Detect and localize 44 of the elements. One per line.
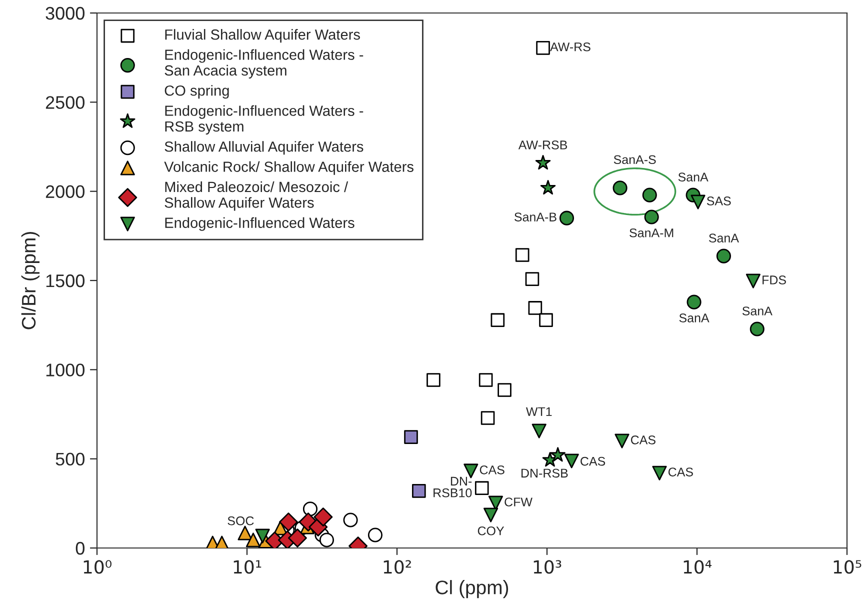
y-tick-label: 500 <box>56 452 84 466</box>
x-tick-label: 10³ <box>534 560 562 574</box>
legend-label: Endogenic-Influenced Waters - RSB system <box>165 105 364 135</box>
annotation: DN- RSB10 <box>434 476 472 498</box>
x-tick-label: 10⁴ <box>684 560 712 574</box>
y-tick-label: 2000 <box>46 185 84 198</box>
annotation: SanA-B <box>514 212 556 222</box>
x-tick-label: 10⁰ <box>84 560 112 574</box>
y-axis-title: Cl/Br (ppm) <box>21 232 40 330</box>
y-tick-label: 2500 <box>46 96 84 109</box>
legend-label: Mixed Paleozoic/ Mesozoic / Shallow Aquifer Waters <box>164 181 348 211</box>
x-tick-label: 10⁵ <box>834 560 862 574</box>
annotation: SAS <box>706 196 731 206</box>
legend-label: Shallow Alluvial Aquifer Waters <box>164 141 364 155</box>
annotation: SanA-M <box>630 228 674 238</box>
x-tick-label: 10² <box>384 560 411 574</box>
annotation: WT1 <box>526 407 552 416</box>
annotation: SanA <box>708 234 739 242</box>
x-tick-label: 10¹ <box>234 560 262 574</box>
annotation: SanA <box>679 314 710 322</box>
legend-label: Endogenic-Influenced Waters - San Acacia system <box>164 49 364 78</box>
annotation: COY <box>478 526 504 536</box>
y-tick-label: 1000 <box>46 364 84 376</box>
annotation: CAS <box>480 465 504 474</box>
annotation: DN-RSB <box>522 468 568 478</box>
legend-label: CO spring <box>164 85 229 99</box>
annotation: SanA <box>678 172 708 182</box>
annotation: SanA <box>742 306 772 316</box>
y-tick-label: 0 <box>76 542 84 555</box>
annotation: CFW <box>504 498 532 506</box>
legend-label: Fluvial Shallow Aquifer Waters <box>165 29 360 43</box>
annotation: CAS <box>630 436 656 444</box>
legend-label: Volcanic Rock/ Shallow Aquifer Waters <box>164 161 414 175</box>
y-tick-label: 1500 <box>46 274 84 288</box>
annotation: SOC <box>228 516 254 526</box>
annotation: AW-RS <box>550 42 590 52</box>
annotation: CAS <box>668 468 693 476</box>
annotation: SanA-S <box>614 155 656 164</box>
annotation: FDS <box>762 276 786 284</box>
y-tick-label: 3000 <box>46 6 84 20</box>
annotation: CAS <box>580 456 606 466</box>
x-axis-title: Cl (ppm) <box>436 580 508 598</box>
annotation: AW-RSB <box>518 140 568 150</box>
legend-label: Endogenic-Influenced Waters <box>165 217 354 231</box>
